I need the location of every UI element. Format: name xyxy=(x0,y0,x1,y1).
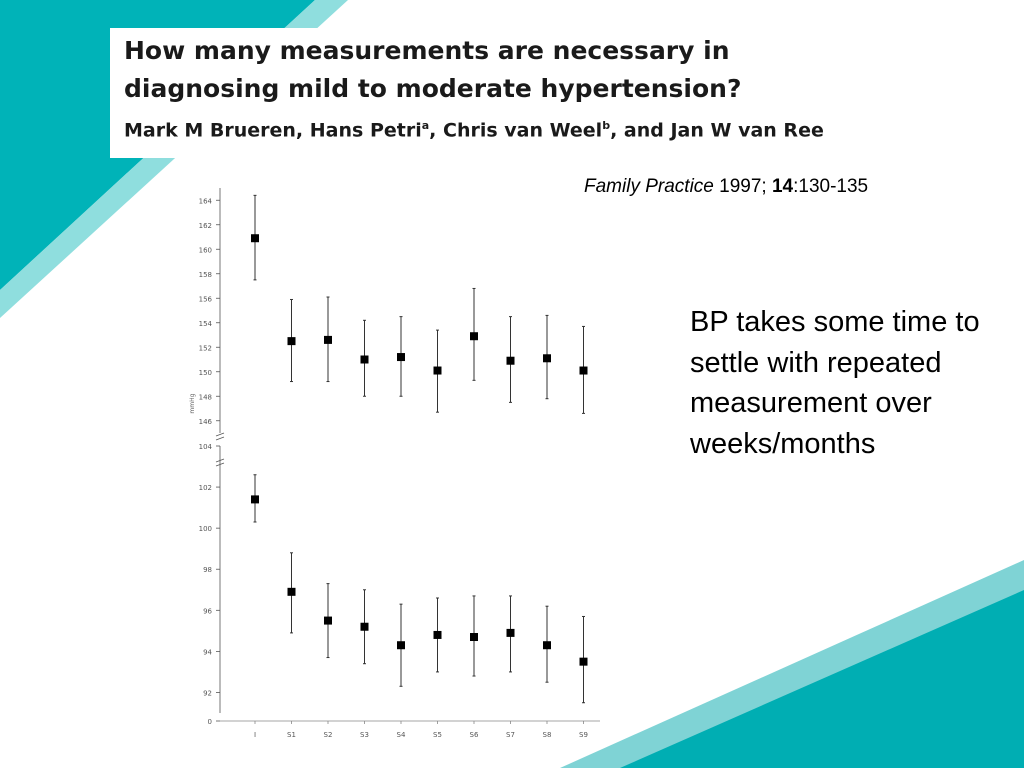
systolic-mean-point xyxy=(433,366,442,375)
axis-break-mark xyxy=(215,462,225,467)
author-1: Mark M Brueren xyxy=(124,119,296,142)
systolic-mean-point xyxy=(506,356,515,365)
diastolic-y-tick-label: 92 xyxy=(203,689,212,697)
slide-body-text: BP takes some time to settle with repeat… xyxy=(690,306,980,460)
systolic-y-tick-label: 154 xyxy=(199,320,213,328)
systolic-mean-point xyxy=(470,332,478,341)
systolic-mean-point xyxy=(543,354,551,363)
teal-bottom-right-band xyxy=(620,590,1024,768)
diastolic-y-tick-label: 98 xyxy=(203,566,212,574)
paper-authors: Mark M Brueren, Hans Petria, Chris van W… xyxy=(124,119,824,141)
systolic-y-axis-label: mmHg xyxy=(189,393,196,413)
citation-volume: 14 xyxy=(771,176,794,197)
teal-bottom-right-light-band xyxy=(560,560,1024,768)
systolic-mean-point xyxy=(360,355,369,364)
x-tick-label: S6 xyxy=(470,731,479,739)
systolic-y-tick-label: 156 xyxy=(199,295,213,303)
axis-break-mark xyxy=(215,436,225,441)
author-separator: , xyxy=(295,119,310,142)
systolic-y-tick-label: 146 xyxy=(199,418,213,426)
x-tick-label: S8 xyxy=(543,731,552,739)
diastolic-mean-point xyxy=(360,622,369,631)
systolic-y-tick-label: 160 xyxy=(199,246,212,254)
author-2-affiliation: a xyxy=(421,119,430,132)
author-3-affiliation: b xyxy=(602,119,611,132)
systolic-mean-point xyxy=(251,234,259,243)
systolic-y-tick-label: 164 xyxy=(199,197,213,205)
x-tick-label: S5 xyxy=(433,731,442,739)
paper-title-line2: diagnosing mild to moderate hypertension… xyxy=(124,74,742,103)
citation-pages: :130-135 xyxy=(793,176,869,197)
diastolic-mean-point xyxy=(506,628,515,637)
diastolic-y-tick-label: 94 xyxy=(203,648,212,656)
axis-break-mark xyxy=(215,458,225,463)
author-separator: , xyxy=(429,119,443,142)
systolic-y-tick-label: 148 xyxy=(199,393,212,401)
axis-break-mark xyxy=(215,432,225,437)
author-4: Jan W van Ree xyxy=(670,119,824,142)
systolic-mean-point xyxy=(397,353,405,362)
x-tick-label: S2 xyxy=(324,731,333,739)
x-tick-label: S3 xyxy=(360,731,369,739)
diastolic-mean-point xyxy=(433,630,442,639)
systolic-mean-point xyxy=(579,366,588,375)
x-tick-label: S9 xyxy=(579,731,588,739)
citation: Family Practice 1997; 14:130-135 xyxy=(584,176,868,198)
paper-title-line1: How many measurements are necessary in xyxy=(124,36,730,65)
author-3: Chris van Weel xyxy=(443,119,603,142)
diastolic-y-tick-label: 102 xyxy=(199,484,212,492)
x-tick-label: S7 xyxy=(506,731,515,739)
diastolic-mean-point xyxy=(470,633,478,642)
x-tick-label: S1 xyxy=(287,731,296,739)
bp-chart: 146 148 150 152 154 156 158 160 162 164 mmHg 92 94 96… xyxy=(189,188,600,739)
axis-break-zero-label: 0 xyxy=(208,718,212,726)
systolic-y-tick-label: 150 xyxy=(199,369,212,377)
systolic-mean-point xyxy=(287,337,296,346)
citation-journal: Family Practice xyxy=(584,176,714,197)
paper-title-box: How many measurements are necessary in d… xyxy=(110,28,910,158)
systolic-y-tick-label: 158 xyxy=(199,271,212,279)
citation-year: 1997; xyxy=(719,176,767,197)
diastolic-mean-point xyxy=(324,616,332,625)
author-separator: , and xyxy=(610,119,671,142)
diastolic-y-tick-label: 96 xyxy=(203,607,212,615)
diastolic-mean-point xyxy=(287,587,296,596)
x-tick-label: S4 xyxy=(397,731,406,739)
x-tick-label: I xyxy=(254,731,256,739)
systolic-y-tick-label: 162 xyxy=(199,222,212,230)
systolic-mean-point xyxy=(324,335,332,344)
diastolic-mean-point xyxy=(543,641,551,650)
diastolic-mean-point xyxy=(397,641,405,650)
diastolic-mean-point xyxy=(251,495,259,504)
diastolic-mean-point xyxy=(579,657,588,666)
diastolic-y-tick-label: 100 xyxy=(199,525,212,533)
diastolic-y-tick-label: 104 xyxy=(199,443,213,451)
systolic-y-tick-label: 152 xyxy=(199,344,212,352)
author-2: Hans Petri xyxy=(309,119,422,142)
